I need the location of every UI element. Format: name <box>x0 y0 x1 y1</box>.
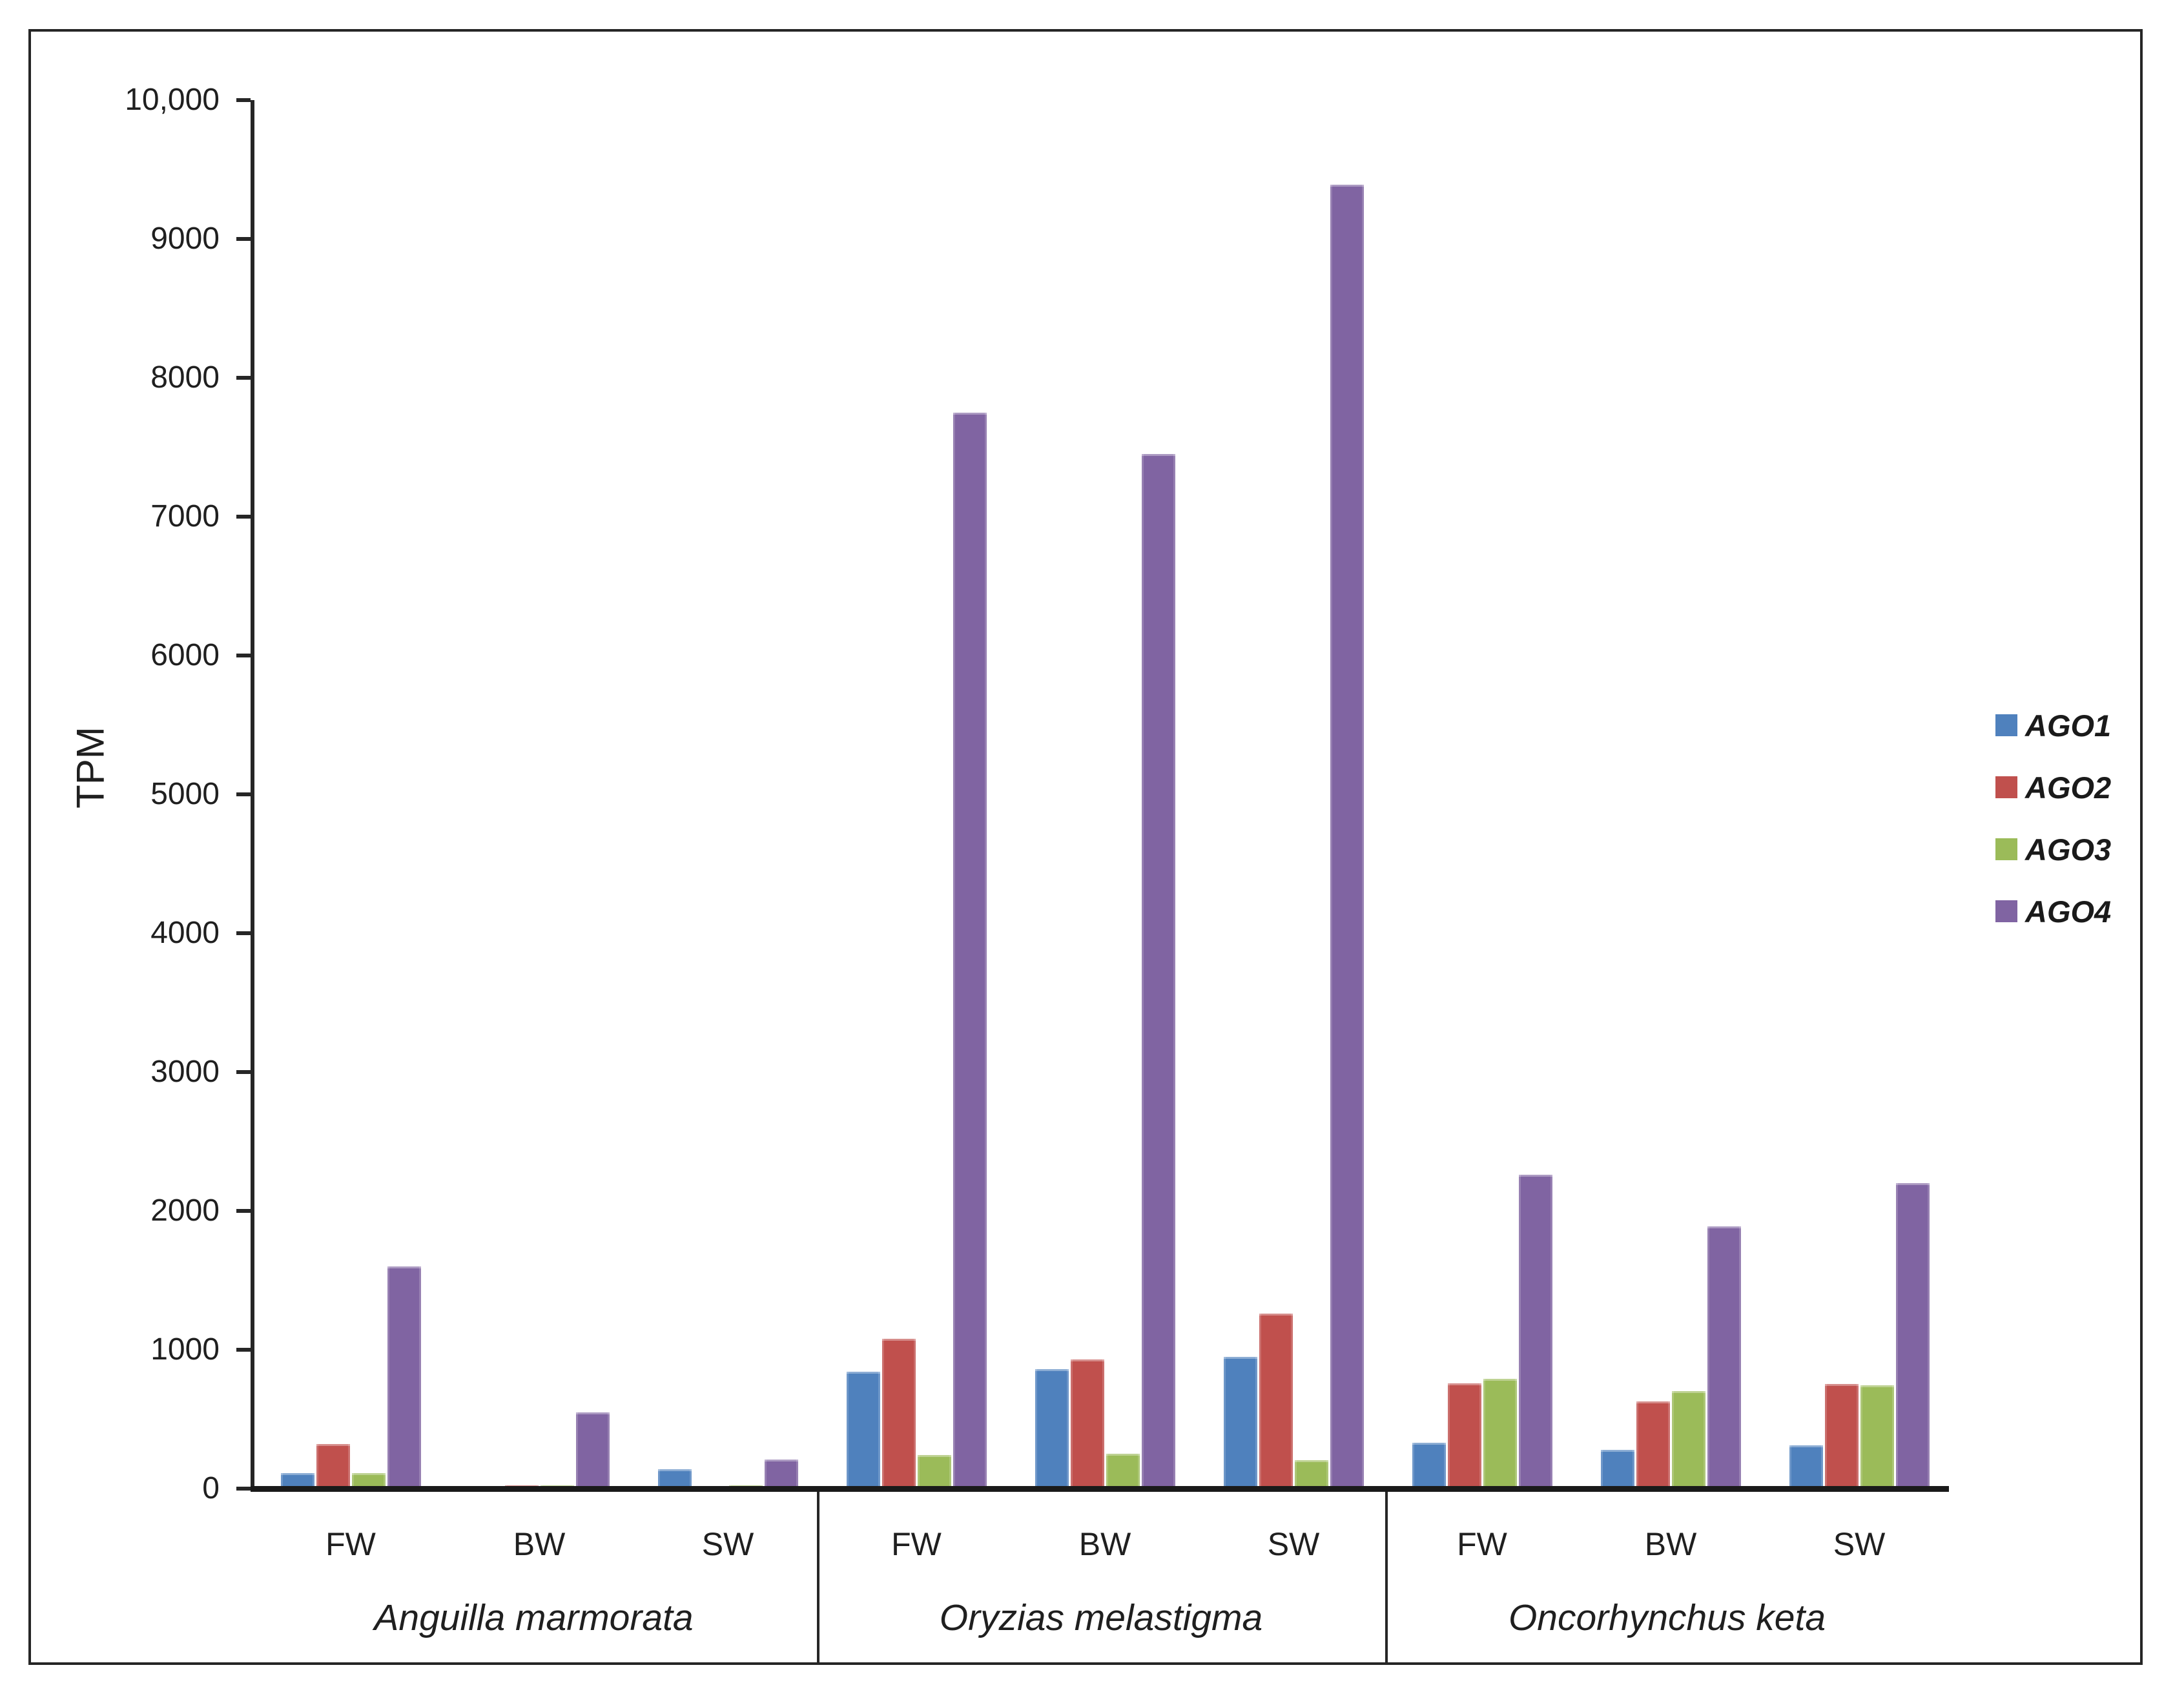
bar-ago4-bw <box>1707 1226 1741 1489</box>
bar-ago3-fw <box>918 1455 951 1489</box>
legend-item-ago2: AGO2 <box>1995 772 2144 811</box>
legend-item-ago1: AGO1 <box>1995 710 2144 749</box>
y-axis-title: TPM <box>68 727 112 809</box>
y-tick-label: 10,000 <box>125 83 220 117</box>
x-tick-label-bw: BW <box>513 1526 566 1562</box>
bar-ago2-fw <box>882 1339 916 1489</box>
bar-ago2-fw <box>316 1444 350 1489</box>
bar-ago1-bw <box>1601 1450 1634 1489</box>
legend-item-ago3: AGO3 <box>1995 834 2144 873</box>
bar-ago1-sw <box>658 1469 692 1489</box>
y-tick-label: 7000 <box>150 499 220 533</box>
bar-ago4-sw <box>1896 1183 1930 1489</box>
y-tick-mark <box>236 1209 251 1213</box>
bar-ago1-fw <box>1412 1443 1446 1489</box>
bar-ago4-fw <box>387 1266 421 1489</box>
species-label: Oncorhynchus keta <box>1508 1597 1826 1638</box>
y-tick-label: 1000 <box>150 1332 220 1367</box>
y-tick-mark <box>236 1070 251 1074</box>
bar-ago3-sw <box>1295 1460 1328 1489</box>
legend-label: AGO3 <box>2025 832 2112 867</box>
y-tick-label: 3000 <box>150 1055 220 1089</box>
bar-ago1-sw <box>1224 1357 1257 1489</box>
x-tick-label-sw: SW <box>1267 1526 1320 1562</box>
bar-ago4-sw <box>765 1460 798 1489</box>
bar-ago3-sw <box>1860 1385 1894 1489</box>
x-axis-line <box>251 1486 1949 1492</box>
legend-item-ago4: AGO4 <box>1995 896 2144 935</box>
legend-swatch-ago2 <box>1995 776 2017 798</box>
bar-ago1-fw <box>847 1372 880 1489</box>
x-tick-label-bw: BW <box>1078 1526 1131 1562</box>
y-tick-mark <box>236 931 251 935</box>
legend-label: AGO1 <box>2025 708 2112 743</box>
bar-ago3-bw <box>1106 1454 1140 1489</box>
y-tick-label: 0 <box>202 1471 220 1505</box>
group-separator <box>1385 1489 1388 1662</box>
legend-swatch-ago1 <box>1995 714 2017 736</box>
legend-swatch-ago4 <box>1995 900 2017 922</box>
bar-ago2-bw <box>1071 1359 1104 1489</box>
species-label: Anguilla marmorata <box>374 1597 694 1638</box>
bar-ago4-sw <box>1330 185 1364 1489</box>
y-tick-label: 8000 <box>150 360 220 395</box>
bar-ago1-bw <box>1035 1369 1069 1489</box>
bar-ago2-bw <box>1636 1401 1670 1489</box>
y-tick-mark <box>236 654 251 657</box>
bar-ago2-sw <box>1825 1384 1859 1489</box>
x-tick-label-fw: FW <box>325 1526 376 1562</box>
y-tick-label: 4000 <box>150 916 220 950</box>
bar-ago4-fw <box>953 413 987 1489</box>
x-tick-label-fw: FW <box>891 1526 942 1562</box>
x-tick-label-bw: BW <box>1644 1526 1697 1562</box>
bar-ago3-bw <box>1672 1391 1705 1489</box>
y-tick-mark <box>236 515 251 519</box>
bar-ago4-fw <box>1519 1175 1552 1489</box>
y-tick-mark <box>236 98 251 102</box>
x-tick-label-sw: SW <box>1833 1526 1886 1562</box>
x-tick-label-sw: SW <box>701 1526 754 1562</box>
bar-ago1-sw <box>1789 1445 1823 1489</box>
y-tick-mark <box>236 376 251 380</box>
legend-swatch-ago3 <box>1995 838 2017 860</box>
bar-ago2-sw <box>1259 1314 1293 1489</box>
bar-ago4-bw <box>576 1412 610 1489</box>
y-tick-label: 5000 <box>150 777 220 811</box>
bar-ago4-bw <box>1142 454 1175 1489</box>
bar-ago2-fw <box>1448 1383 1481 1489</box>
legend-label: AGO4 <box>2025 894 2112 929</box>
bar-ago3-fw <box>1483 1379 1517 1489</box>
legend-label: AGO2 <box>2025 770 2112 805</box>
y-tick-mark <box>236 792 251 796</box>
y-tick-label: 9000 <box>150 222 220 256</box>
group-separator <box>817 1489 819 1662</box>
x-tick-label-fw: FW <box>1457 1526 1507 1562</box>
y-tick-mark <box>236 237 251 241</box>
y-tick-mark <box>236 1348 251 1352</box>
y-tick-label: 6000 <box>150 638 220 672</box>
y-axis-line <box>251 100 254 1489</box>
y-tick-mark <box>236 1487 251 1491</box>
y-tick-label: 2000 <box>150 1193 220 1228</box>
species-label: Oryzias melastigma <box>939 1597 1263 1638</box>
